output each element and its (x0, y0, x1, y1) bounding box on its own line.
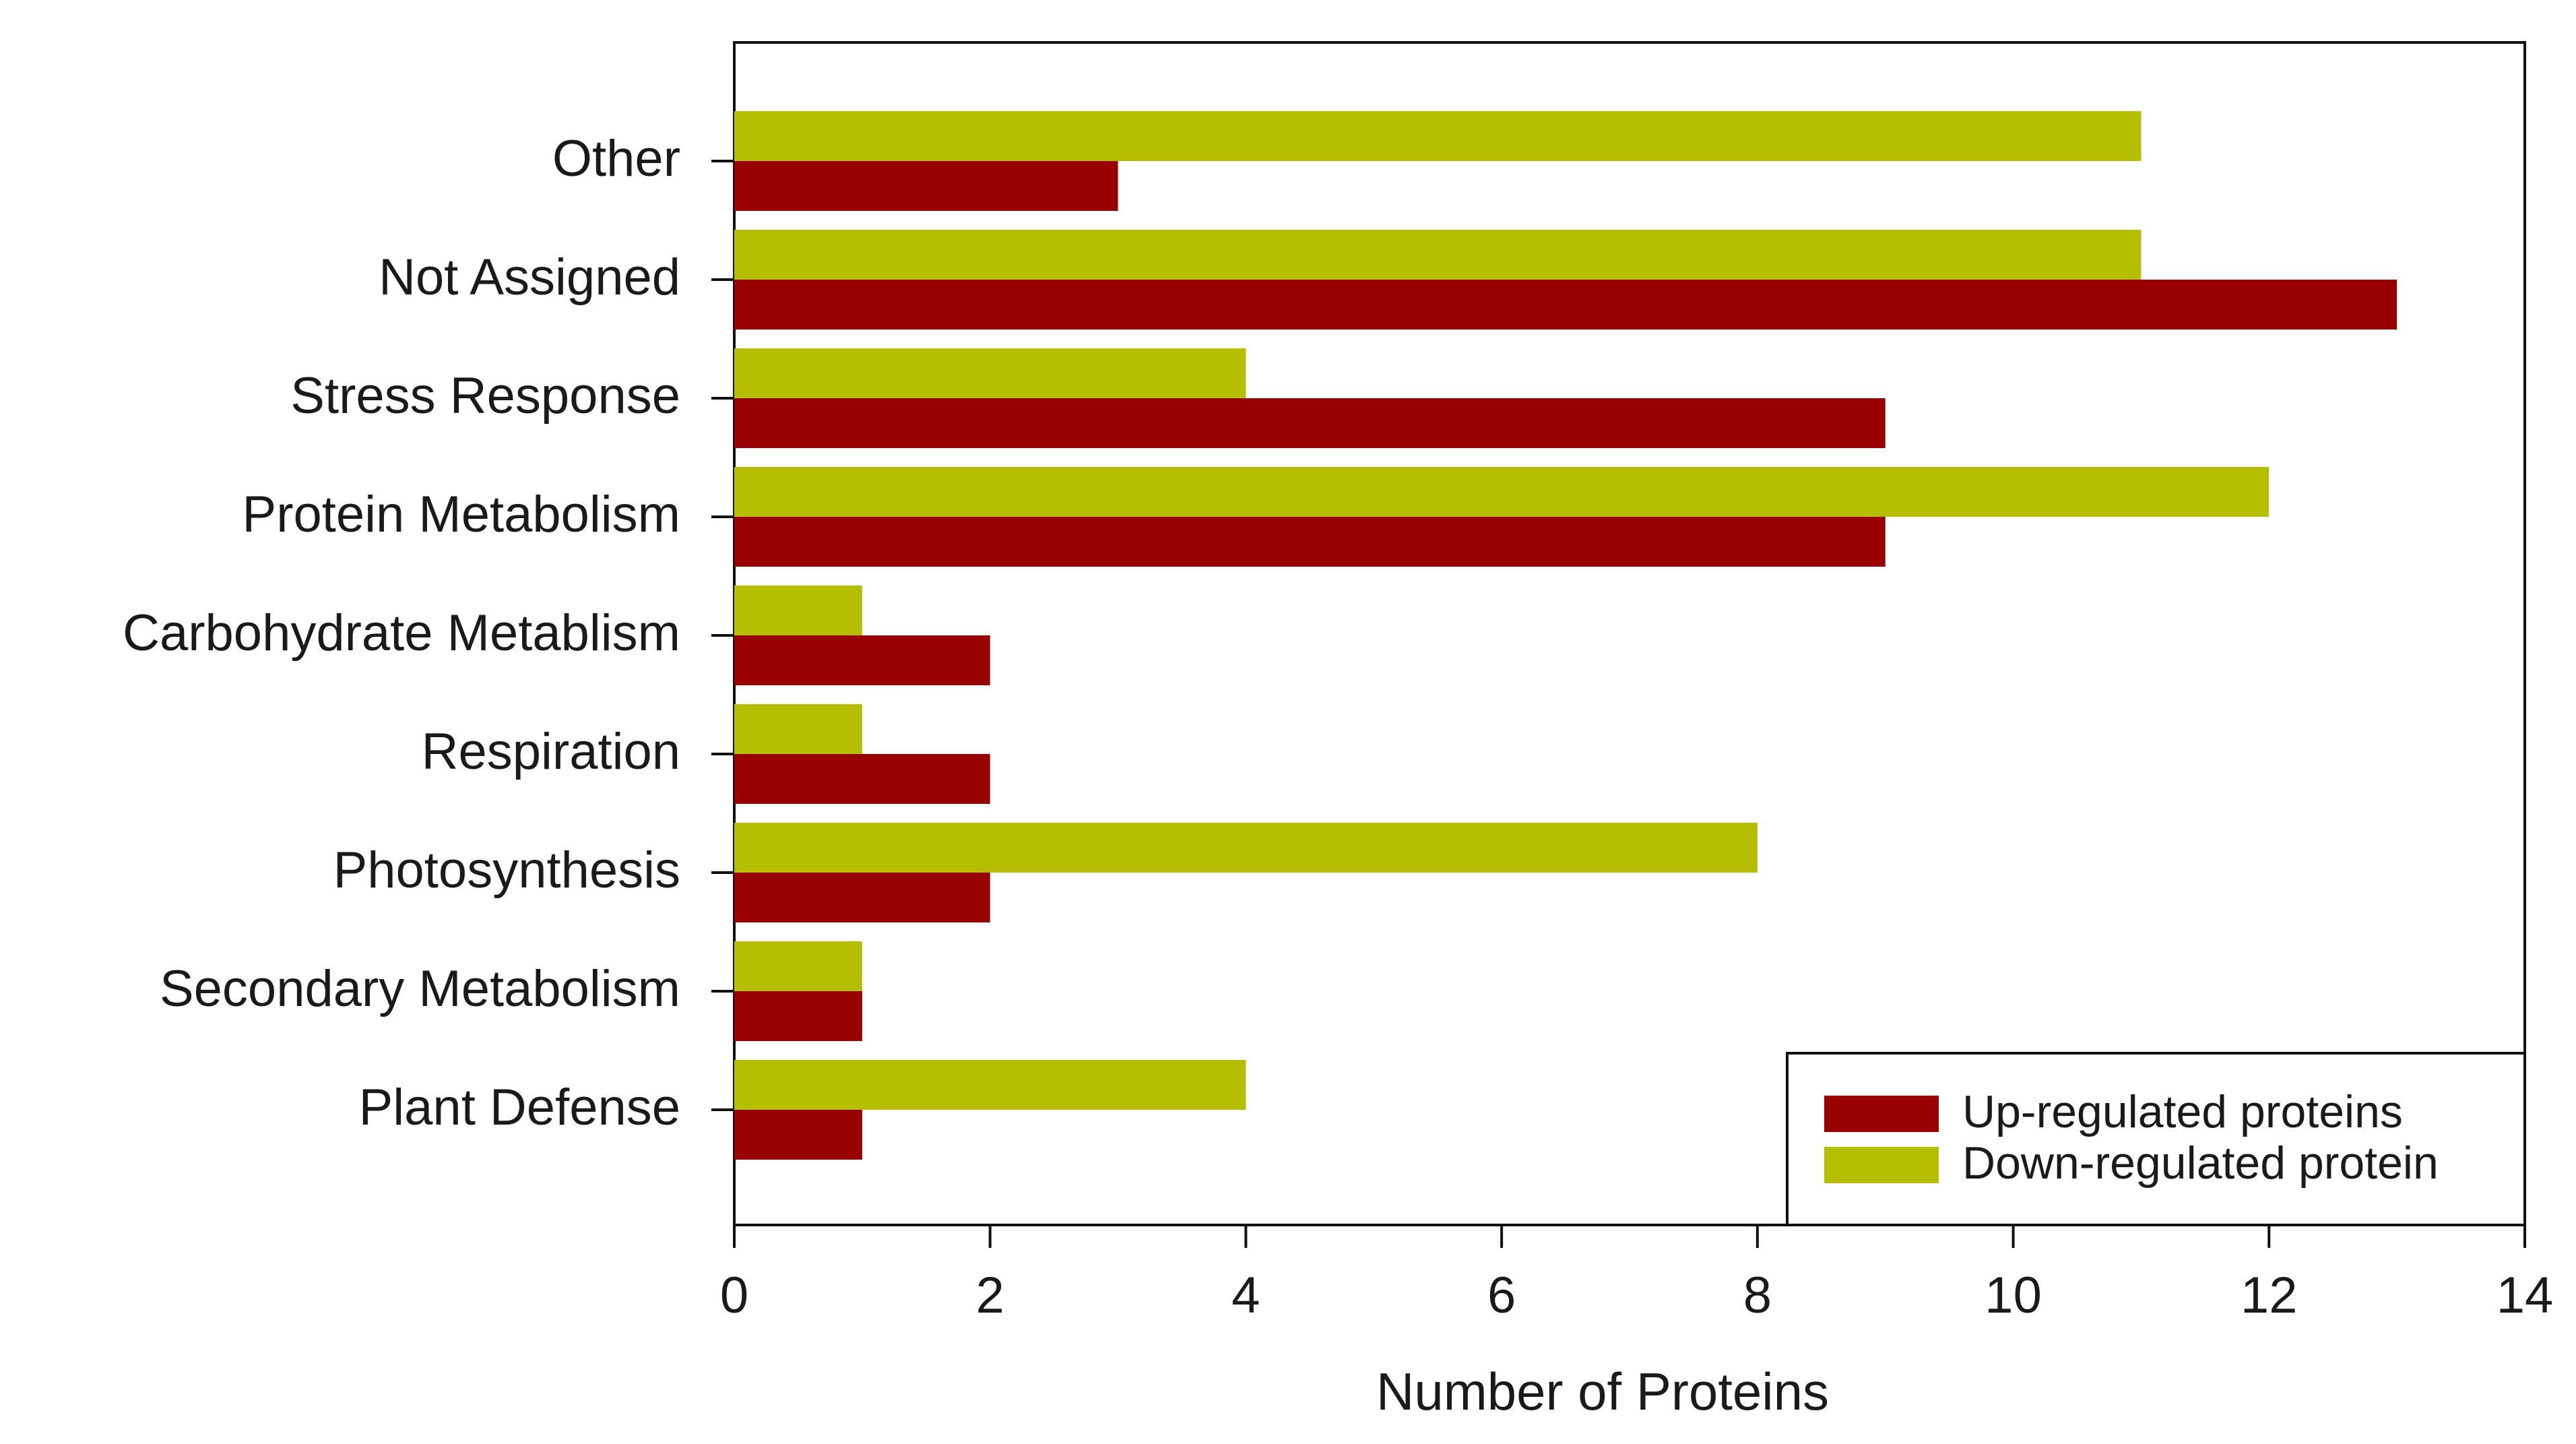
y-tick-label: Photosynthesis (333, 842, 680, 899)
bar-down-carbohydrate-metablism (734, 586, 862, 635)
x-tick-label: 4 (1231, 1267, 1260, 1324)
legend-label-up: Up-regulated proteins (1962, 1086, 2403, 1137)
legend-swatch-up (1824, 1096, 1939, 1132)
bar-up-stress-response (734, 398, 1886, 448)
x-tick-label: 8 (1743, 1267, 1772, 1324)
legend-box (1786, 1052, 2526, 1226)
y-tick-label: Stress Response (290, 367, 680, 425)
y-tick-label: Not Assigned (379, 249, 680, 306)
bar-down-plant-defense (734, 1060, 1246, 1110)
bars-group (734, 111, 2397, 1160)
bar-down-stress-response (734, 348, 1246, 398)
bar-down-not-assigned (734, 230, 2142, 280)
y-tick-label: Secondary Metabolism (160, 960, 680, 1017)
plot-area (733, 41, 2526, 1226)
y-tick-label: Protein Metabolism (243, 486, 681, 543)
bar-up-photosynthesis (734, 873, 990, 922)
bar-up-respiration (734, 754, 990, 804)
legend-swatch-down (1824, 1147, 1939, 1183)
x-axis-title: Number of Proteins (1376, 1362, 1829, 1421)
x-tick-label: 6 (1487, 1267, 1516, 1324)
x-tick-label: 10 (1985, 1267, 2042, 1324)
x-tick-label: 14 (2497, 1267, 2554, 1324)
bar-up-secondary-metabolism (734, 991, 862, 1041)
bar-up-not-assigned (734, 280, 2397, 329)
plot-frame (733, 41, 2526, 1226)
bar-up-plant-defense (734, 1110, 862, 1160)
y-tick-label: Other (552, 130, 680, 187)
x-tick-label: 0 (720, 1267, 748, 1324)
x-tick-label: 12 (2241, 1267, 2298, 1324)
x-axis: 0 2 4 6 8 10 12 14 (720, 1225, 2553, 1324)
legend-label-down: Down-regulated protein (1962, 1137, 2439, 1189)
x-tick-label: 2 (976, 1267, 1004, 1324)
bar-down-photosynthesis (734, 823, 1758, 873)
bar-down-protein-metabolism (734, 467, 2269, 517)
bar-down-other (734, 111, 2142, 161)
y-tick-label: Plant Defense (359, 1079, 680, 1136)
bar-up-other (734, 161, 1118, 211)
y-axis: Other Not Assigned Stress Response Protein … (123, 130, 734, 1136)
bar-up-protein-metabolism (734, 517, 1886, 567)
bar-down-respiration (734, 704, 862, 754)
bar-up-carbohydrate-metablism (734, 635, 990, 685)
y-tick-label: Carbohydrate Metablism (123, 604, 680, 662)
bar-down-secondary-metabolism (734, 941, 862, 991)
y-tick-label: Respiration (422, 723, 680, 780)
